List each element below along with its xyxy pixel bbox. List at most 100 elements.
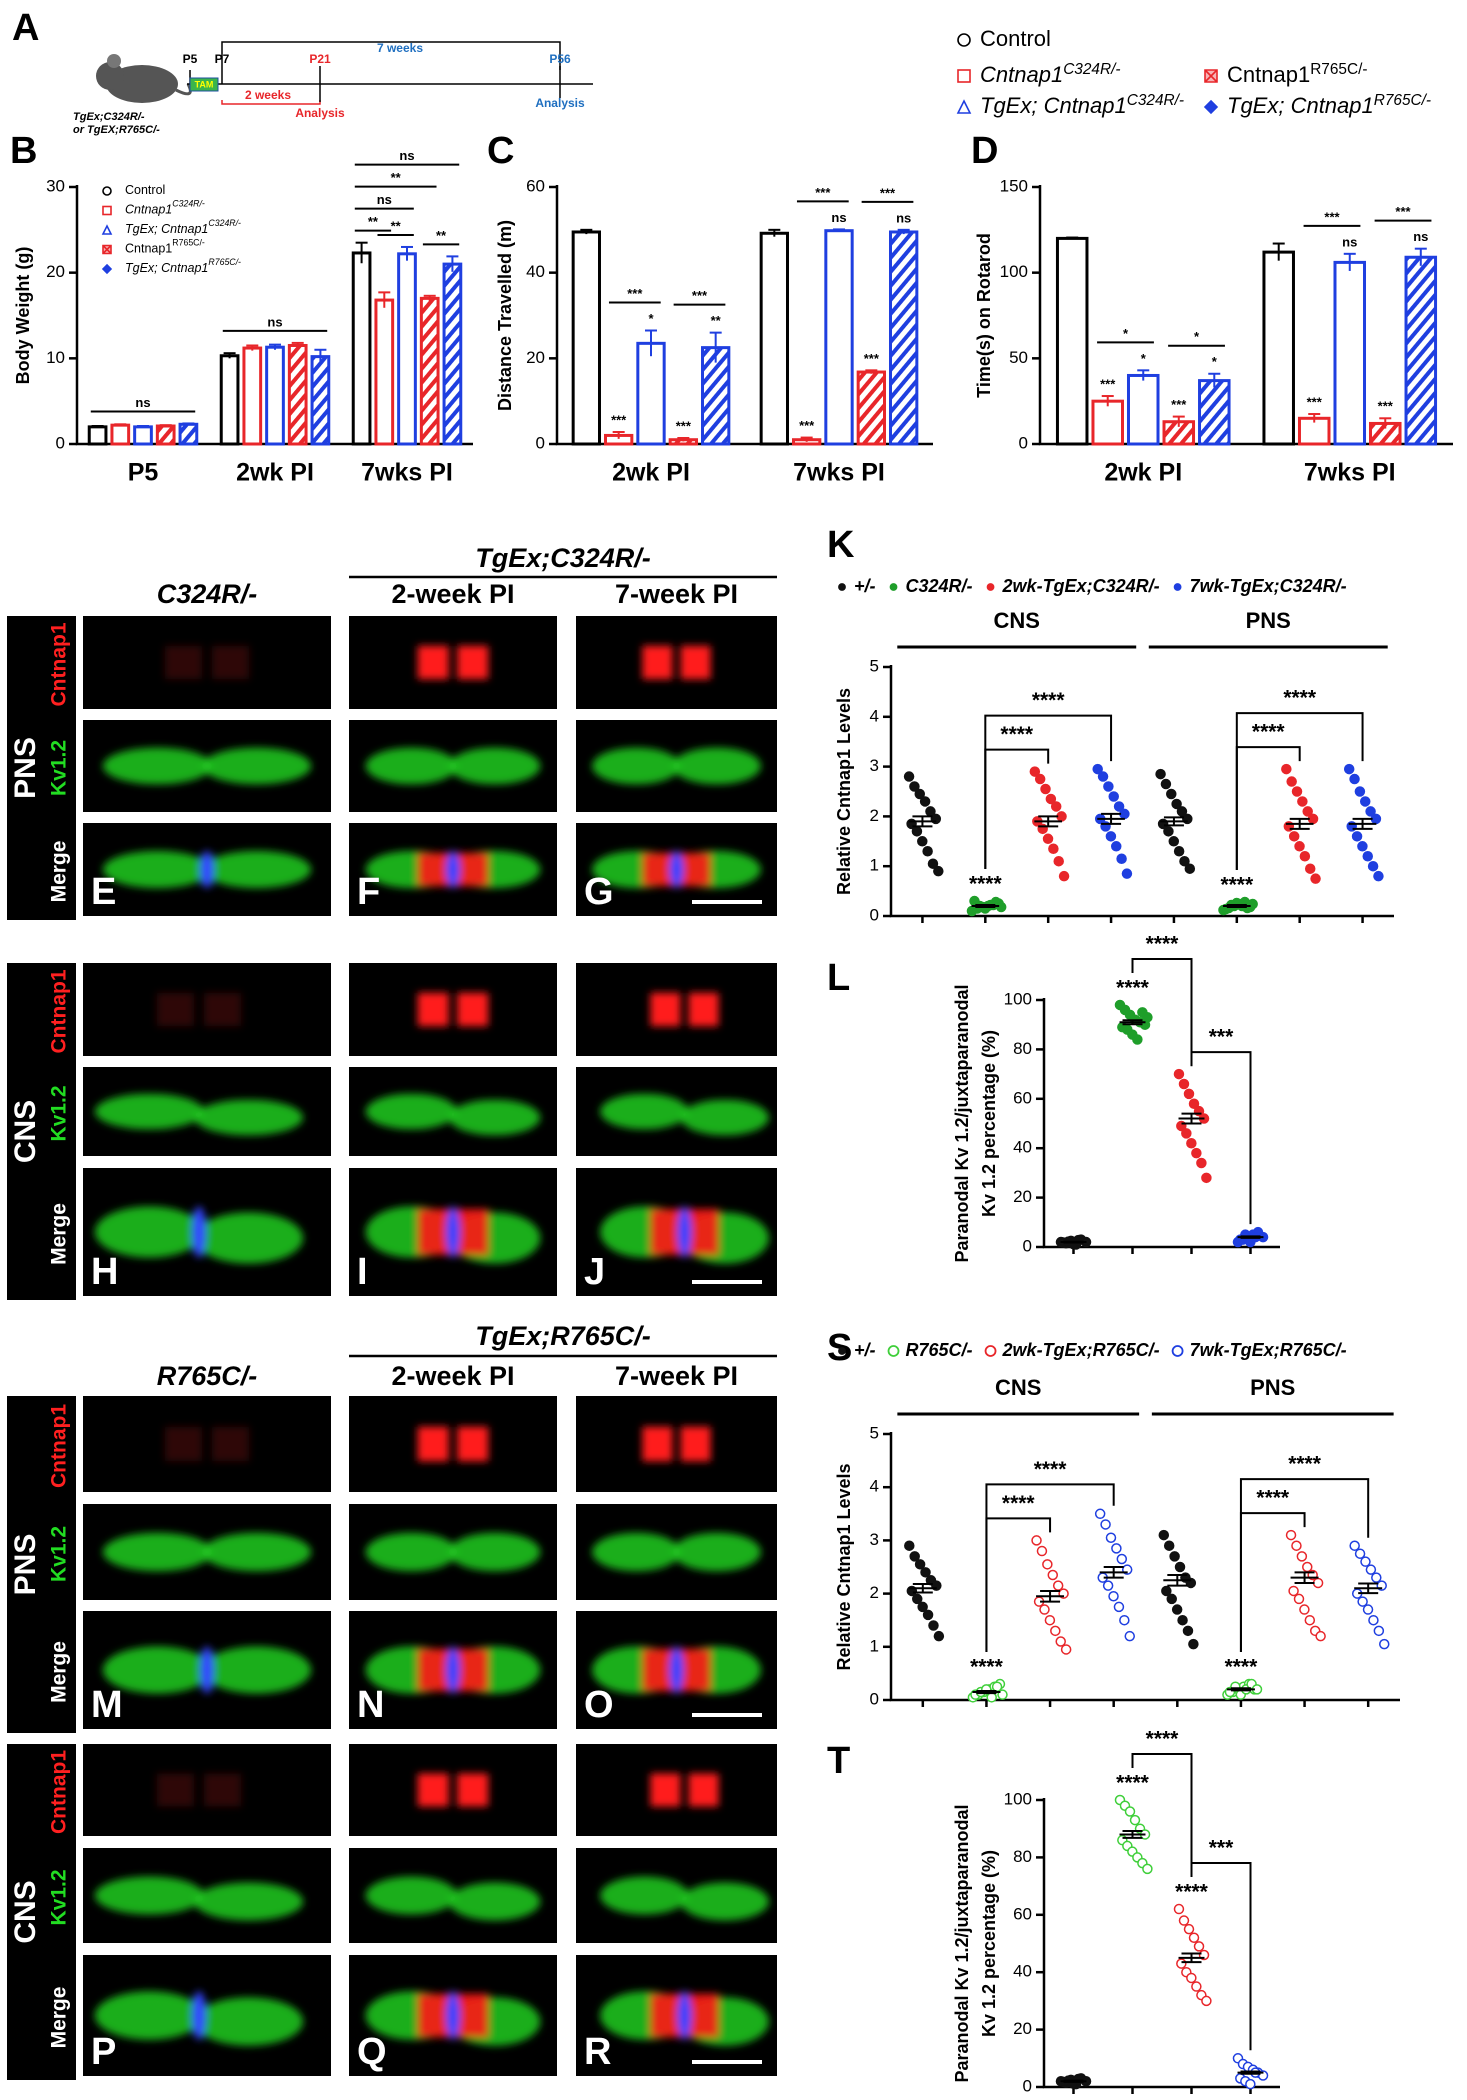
- y-tick-label: 40: [526, 262, 545, 281]
- column-header: R765C/-: [157, 1361, 258, 1391]
- significance-bracket: [1190, 1862, 1252, 2051]
- label-text: Cntnap1: [1227, 62, 1310, 87]
- significance-label: ***: [880, 185, 896, 200]
- legend-marker: [101, 263, 113, 275]
- panel-letter: K: [827, 524, 855, 566]
- micrograph: [83, 1168, 331, 1296]
- data-point: [1102, 1580, 1114, 1591]
- bar: [133, 425, 153, 446]
- data-point: [1183, 1088, 1195, 1100]
- legend-marker: [887, 1345, 900, 1357]
- channel-label: Merge: [48, 1987, 71, 2049]
- legend-marker: [957, 33, 971, 47]
- micrograph: [576, 1848, 777, 1943]
- micrograph-bg: [349, 616, 557, 709]
- fluorescence: [650, 1773, 719, 1807]
- caspr-signal: [650, 992, 681, 1027]
- y-tick-label: 40: [1013, 1962, 1032, 1981]
- micrograph: [349, 1611, 557, 1729]
- kv-signal: [600, 1876, 689, 1915]
- bar: [219, 354, 240, 446]
- kv-signal: [365, 1876, 458, 1915]
- data-point: [1047, 1569, 1059, 1581]
- micrograph: [349, 963, 557, 1056]
- data-point: [1288, 831, 1300, 842]
- significance-label: ns: [377, 192, 392, 207]
- bar: [571, 230, 601, 446]
- micrograph: [83, 1744, 331, 1836]
- data-point: [1297, 796, 1308, 807]
- micrograph: [349, 720, 557, 812]
- data-point: [1055, 1636, 1066, 1647]
- legend-entry: Cntnap1C324R/-: [980, 61, 1121, 87]
- data-point: [1315, 1630, 1326, 1642]
- data-point: [1299, 850, 1311, 862]
- micrograph: [576, 1955, 777, 2076]
- significance-bracket: [984, 714, 1113, 870]
- caspr-signal: [680, 645, 711, 680]
- label-sup: C324R/-: [208, 218, 241, 228]
- column-header: 7-week PI: [615, 579, 738, 609]
- significance-label: ****: [1288, 1453, 1322, 1476]
- data-point: [1183, 1923, 1195, 1935]
- significance-label: ***: [815, 185, 831, 200]
- legend-entry: 7wk-TgEx;C324R/-: [1190, 576, 1347, 596]
- kv-signal: [194, 1212, 304, 1264]
- data-point: [1191, 1147, 1202, 1159]
- duration: 2 weeks: [245, 88, 291, 102]
- data-point: [1173, 1068, 1185, 1080]
- micrograph: [576, 1504, 777, 1600]
- data-point: [1034, 773, 1046, 785]
- x-tick-label: 7wks PI: [1304, 459, 1396, 487]
- bar: [242, 346, 263, 446]
- significance-label: ****: [1283, 687, 1317, 710]
- kv-signal: [448, 1099, 541, 1136]
- panel-letter: P: [91, 2031, 116, 2073]
- legend-entry: +/-: [854, 1340, 876, 1360]
- micrograph: [83, 1848, 331, 1943]
- data-point: [922, 846, 933, 857]
- caspr-signal: [688, 1773, 719, 1807]
- data-point: [927, 858, 939, 869]
- significance-label: ***: [676, 418, 692, 433]
- legend-entry: +/-: [854, 576, 876, 596]
- y-tick-label: 100: [1004, 1789, 1032, 1808]
- panel-letter: N: [357, 1684, 384, 1726]
- kv-signal: [448, 1882, 541, 1921]
- micrograph: [576, 720, 777, 812]
- y-tick-label: 2: [870, 806, 879, 825]
- data-point: [1367, 860, 1379, 872]
- label-sup: R765C/-: [1374, 92, 1431, 109]
- node-signal: [446, 1646, 460, 1694]
- significance-label: *: [1212, 354, 1218, 369]
- label-text: Control: [980, 26, 1051, 51]
- panel-letter: O: [584, 1684, 614, 1726]
- node-signal: [446, 1206, 460, 1258]
- micrograph: [83, 823, 331, 916]
- fluorescence: [642, 645, 711, 680]
- legend-entry: Control: [125, 183, 165, 197]
- node-signal: [677, 1206, 692, 1258]
- node-signal: [200, 1646, 214, 1694]
- kv-signal: [102, 850, 212, 889]
- legend-marker: [102, 244, 112, 255]
- significance-label: **: [711, 313, 722, 328]
- group-title: TgEx;R765C/-: [475, 1321, 651, 1351]
- fluorescence: [365, 747, 541, 785]
- caspr-signal: [680, 1648, 711, 1692]
- kv-signal: [672, 747, 761, 785]
- label-text: Control: [125, 183, 165, 197]
- data-point: [1354, 1548, 1366, 1559]
- caspr-signal: [650, 1773, 681, 1807]
- significance-label: ***: [1378, 399, 1394, 414]
- legend-entry: Control: [980, 26, 1051, 51]
- fluorescence: [102, 747, 312, 785]
- bar: [442, 262, 463, 446]
- tissue-label: CNS: [9, 1880, 42, 1943]
- legend-marker: [1203, 99, 1219, 115]
- caspr-signal: [457, 1773, 489, 1807]
- micrograph: [83, 720, 331, 812]
- kv-signal: [202, 747, 312, 785]
- data-point: [1092, 763, 1103, 775]
- data-point: [1281, 763, 1292, 775]
